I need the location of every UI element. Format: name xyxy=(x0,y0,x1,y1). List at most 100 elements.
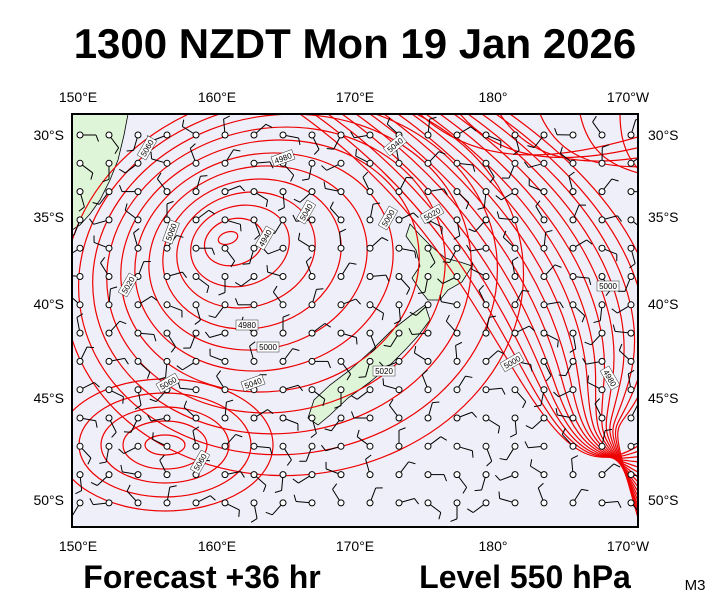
barb-station xyxy=(76,499,84,507)
barb-flag xyxy=(242,263,250,265)
barb-flag xyxy=(305,256,312,262)
map-content: 5060498050405020500049405060504050204980… xyxy=(68,114,645,523)
barb-flag xyxy=(324,428,332,432)
barb-flag xyxy=(339,228,347,233)
barb-station xyxy=(482,131,490,139)
barb-flag xyxy=(478,284,485,291)
barb-station xyxy=(395,442,403,450)
barb-station xyxy=(76,386,84,394)
barb-flag xyxy=(498,491,501,499)
barb-station xyxy=(627,273,635,280)
contour-label-box xyxy=(162,219,180,245)
barb-station xyxy=(540,188,548,196)
barb-station xyxy=(540,471,548,479)
barb-station xyxy=(598,131,606,139)
contour-label-text: 5020 xyxy=(375,367,393,376)
barb-flag xyxy=(594,398,601,404)
barb-station xyxy=(627,131,635,139)
barb-station xyxy=(279,471,287,479)
barb-flag xyxy=(495,195,502,201)
barb-flag xyxy=(414,251,417,259)
barb-flag xyxy=(638,404,645,405)
barb-flag xyxy=(489,176,495,183)
barb-station xyxy=(453,188,461,196)
barb-flag xyxy=(408,327,413,335)
contour-label-box xyxy=(270,149,296,167)
barb-flag xyxy=(92,201,100,205)
barb-flag xyxy=(286,459,292,466)
contour-line xyxy=(341,114,638,463)
barb-flag xyxy=(119,168,126,174)
barb-station xyxy=(366,159,374,167)
barb-flag xyxy=(151,295,158,301)
barb-station xyxy=(540,159,548,167)
barb-station xyxy=(453,442,461,450)
barb-station xyxy=(540,244,548,252)
contour-label-box xyxy=(256,341,280,353)
barb-station xyxy=(192,442,200,450)
barb-flag xyxy=(334,405,342,409)
barb-station xyxy=(395,273,403,280)
barb-station xyxy=(598,273,606,280)
barb-station xyxy=(105,442,113,450)
barb-station xyxy=(598,159,606,167)
barb-station xyxy=(192,188,200,196)
barb-flag xyxy=(88,218,95,225)
barb-flag xyxy=(439,294,442,302)
lon-label: 170°E xyxy=(336,89,374,105)
barb-flag xyxy=(362,171,369,178)
barb-flag xyxy=(169,485,177,488)
barb-station xyxy=(627,471,635,479)
barb-station xyxy=(569,244,577,252)
barb-station xyxy=(482,499,490,507)
barb-station xyxy=(105,216,113,224)
barb-station xyxy=(163,273,171,280)
barb-flag xyxy=(642,230,644,237)
barb-station xyxy=(366,131,374,139)
barb-station xyxy=(76,471,84,479)
barb-station xyxy=(308,386,316,394)
barb-flag xyxy=(192,426,200,432)
barb-flag xyxy=(100,257,106,264)
barb-flag xyxy=(386,117,391,125)
barb-flag xyxy=(639,515,642,521)
wind-barbs xyxy=(68,115,645,523)
barb-flag xyxy=(406,288,411,295)
barb-flag xyxy=(383,344,391,348)
barb-flag xyxy=(443,474,448,482)
lon-label: 170°W xyxy=(607,538,650,554)
contour-label-box xyxy=(295,199,317,225)
barb-station xyxy=(192,499,200,507)
barb-station xyxy=(366,471,374,479)
barb-station xyxy=(250,471,258,479)
barb-flag xyxy=(471,450,474,458)
barb-flag xyxy=(355,298,362,305)
barb-flag xyxy=(497,426,501,434)
barb-flag xyxy=(99,461,107,464)
barb-flag xyxy=(527,145,535,149)
barb-station xyxy=(134,357,142,365)
barb-flag xyxy=(443,188,448,196)
barb-flag xyxy=(68,288,70,295)
barb-station xyxy=(105,244,113,252)
barb-station xyxy=(337,442,345,450)
contour-label-box xyxy=(499,351,525,373)
barb-flag xyxy=(413,212,419,219)
contour-line xyxy=(383,114,638,478)
barb-flag xyxy=(529,459,533,467)
barb-station xyxy=(511,471,519,479)
barb-station xyxy=(250,442,258,450)
barb-station xyxy=(598,442,606,450)
contour-label-text: 4980 xyxy=(238,321,256,330)
barb-station xyxy=(482,273,490,280)
barb-station xyxy=(308,442,316,450)
barb-station xyxy=(76,188,84,196)
barb-flag xyxy=(593,320,601,324)
barb-flag xyxy=(292,478,299,484)
barb-flag xyxy=(159,454,165,461)
contour-label-box xyxy=(596,280,620,292)
barb-station xyxy=(569,329,577,337)
barb-flag xyxy=(441,227,443,235)
barb-station xyxy=(395,499,403,507)
barb-flag xyxy=(126,484,131,492)
